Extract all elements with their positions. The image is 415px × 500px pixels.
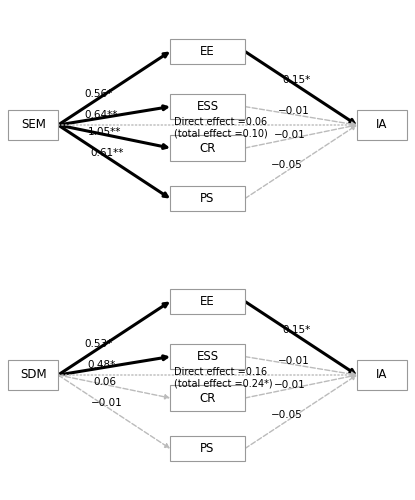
FancyBboxPatch shape — [170, 344, 245, 369]
Text: 0.48*: 0.48* — [87, 360, 115, 370]
Text: PS: PS — [200, 442, 215, 455]
FancyBboxPatch shape — [170, 186, 245, 211]
Text: −0.01: −0.01 — [278, 356, 310, 366]
Text: ESS: ESS — [196, 350, 219, 363]
FancyBboxPatch shape — [170, 436, 245, 461]
FancyBboxPatch shape — [357, 360, 407, 390]
Text: −0.05: −0.05 — [271, 410, 303, 420]
Text: −0.01: −0.01 — [91, 398, 123, 407]
Text: EE: EE — [200, 45, 215, 58]
Text: −0.05: −0.05 — [271, 160, 303, 170]
Text: PS: PS — [200, 192, 215, 205]
FancyBboxPatch shape — [170, 289, 245, 314]
FancyBboxPatch shape — [357, 110, 407, 140]
Text: 0.15*: 0.15* — [283, 75, 311, 85]
Text: SDM: SDM — [20, 368, 46, 382]
Text: 0.64**: 0.64** — [85, 110, 118, 120]
Text: ESS: ESS — [196, 100, 219, 113]
Text: SEM: SEM — [21, 118, 46, 132]
Text: −0.01: −0.01 — [278, 106, 310, 116]
Text: 0.53*: 0.53* — [85, 338, 113, 348]
Text: CR: CR — [199, 392, 216, 404]
Text: −0.01: −0.01 — [274, 380, 305, 390]
Text: (total effect =0.10): (total effect =0.10) — [174, 128, 268, 138]
Text: EE: EE — [200, 295, 215, 308]
FancyBboxPatch shape — [170, 39, 245, 64]
FancyBboxPatch shape — [8, 360, 58, 390]
Text: Direct effect =0.16: Direct effect =0.16 — [174, 366, 267, 376]
FancyBboxPatch shape — [8, 110, 58, 140]
Text: CR: CR — [199, 142, 216, 154]
Text: 0.15*: 0.15* — [283, 325, 311, 335]
Text: Direct effect =0.06: Direct effect =0.06 — [174, 116, 267, 126]
Text: 0.06: 0.06 — [93, 376, 116, 386]
Text: IA: IA — [376, 118, 388, 132]
Text: 1.05**: 1.05** — [88, 126, 122, 136]
FancyBboxPatch shape — [170, 94, 245, 119]
Text: (total effect =0.24*): (total effect =0.24*) — [174, 378, 273, 388]
Text: −0.01: −0.01 — [274, 130, 305, 140]
Text: IA: IA — [376, 368, 388, 382]
Text: 0.56*: 0.56* — [85, 88, 113, 99]
Text: 0.61**: 0.61** — [90, 148, 124, 158]
FancyBboxPatch shape — [170, 136, 245, 160]
FancyBboxPatch shape — [170, 386, 245, 410]
